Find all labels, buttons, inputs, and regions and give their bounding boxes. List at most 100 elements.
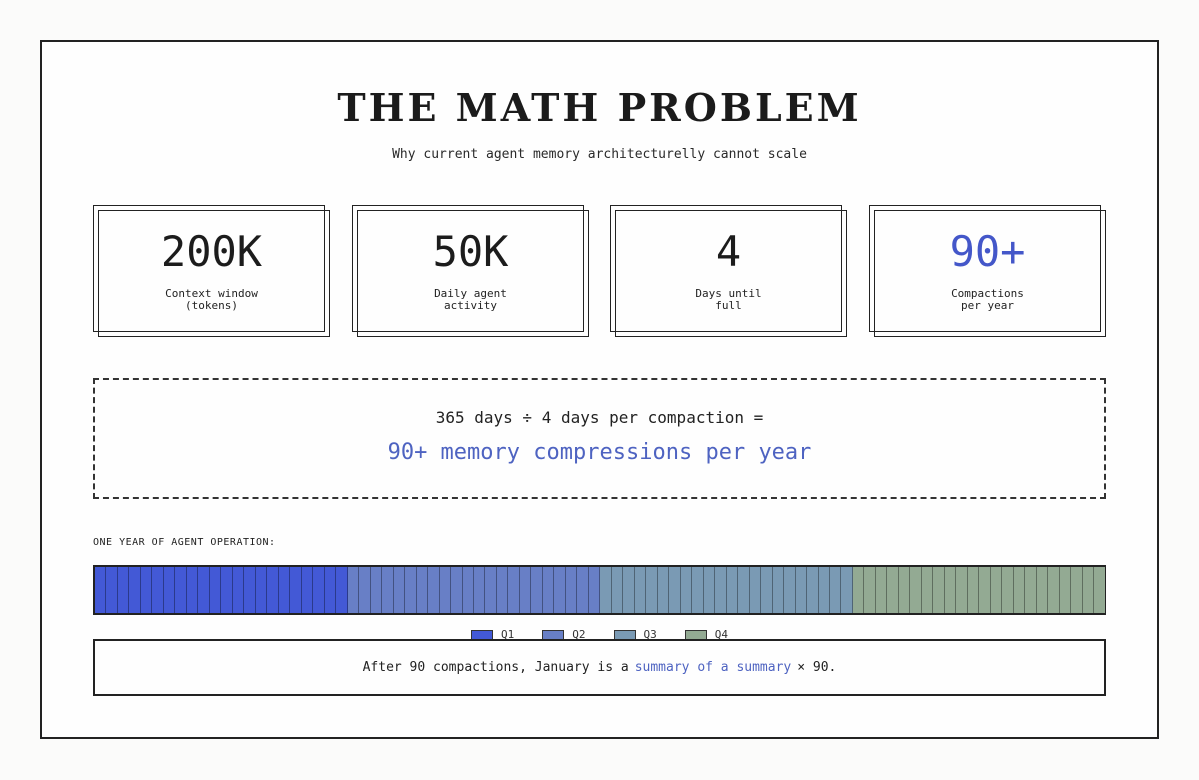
timeline-segment bbox=[451, 567, 463, 613]
main-frame bbox=[40, 40, 1159, 739]
note-text: After 90 compactions, January is a bbox=[362, 660, 629, 675]
legend-label: Q4 bbox=[714, 628, 728, 641]
timeline-segment bbox=[841, 567, 853, 613]
timeline-segment bbox=[830, 567, 842, 613]
timeline-segment bbox=[152, 567, 164, 613]
timeline-segment bbox=[1048, 567, 1060, 613]
timeline-segment bbox=[898, 567, 911, 613]
timeline-segment bbox=[267, 567, 279, 613]
timeline-segment bbox=[864, 567, 876, 613]
timeline-segment bbox=[439, 567, 452, 613]
timeline-segment bbox=[1025, 567, 1037, 613]
timeline-segment bbox=[198, 567, 210, 613]
note-highlight: summary of a summary bbox=[634, 660, 792, 675]
stat-value: 90+ bbox=[949, 227, 1026, 276]
timeline-segment bbox=[1094, 567, 1105, 613]
timeline-segment bbox=[485, 567, 497, 613]
timeline-segment bbox=[565, 567, 578, 613]
timeline-segment bbox=[140, 567, 153, 613]
timeline-segment bbox=[1013, 567, 1026, 613]
timeline-segment bbox=[795, 567, 808, 613]
timeline-segment bbox=[1036, 567, 1049, 613]
timeline-segment bbox=[726, 567, 739, 613]
quarter-legend: Q1 Q2 Q3 Q4 bbox=[0, 628, 1199, 641]
legend-swatch bbox=[684, 629, 707, 640]
formula-equation: 365 days ÷ 4 days per compaction = bbox=[435, 408, 764, 427]
timeline-segment bbox=[255, 567, 268, 613]
timeline-segment bbox=[301, 567, 314, 613]
timeline-segment bbox=[405, 567, 417, 613]
timeline-segment bbox=[588, 567, 601, 613]
timeline-segment bbox=[990, 567, 1003, 613]
timeline-segment bbox=[772, 567, 785, 613]
legend-swatch bbox=[471, 629, 493, 640]
timeline-segment bbox=[910, 567, 922, 613]
timeline-segment bbox=[600, 567, 612, 613]
timeline-segment bbox=[611, 567, 624, 613]
stat-label: Context window (tokens) bbox=[165, 287, 258, 312]
timeline-segment bbox=[703, 567, 716, 613]
year-bar-label: ONE YEAR OF AGENT OPERATION: bbox=[93, 537, 276, 548]
legend-label: Q3 bbox=[643, 628, 657, 641]
timeline-segment bbox=[347, 567, 360, 613]
timeline-segment bbox=[1082, 567, 1095, 613]
timeline-segment bbox=[313, 567, 325, 613]
formula-box: 365 days ÷ 4 days per compaction = 90+ m… bbox=[93, 378, 1106, 499]
timeline-segment bbox=[749, 567, 762, 613]
legend-swatch bbox=[542, 629, 565, 640]
timeline-segment bbox=[290, 567, 302, 613]
timeline-segment bbox=[921, 567, 934, 613]
timeline-segment bbox=[1002, 567, 1014, 613]
formula-result: 90+ memory compressions per year bbox=[387, 440, 812, 465]
timeline-segment bbox=[887, 567, 899, 613]
stat-value: 50K bbox=[432, 227, 509, 276]
timeline-segment bbox=[336, 567, 348, 613]
timeline-segment bbox=[428, 567, 440, 613]
timeline-segment bbox=[278, 567, 291, 613]
timeline-segment bbox=[967, 567, 980, 613]
timeline-segment bbox=[416, 567, 429, 613]
timeline-segment bbox=[370, 567, 383, 613]
timeline-segment bbox=[933, 567, 945, 613]
stat-label: Daily agent activity bbox=[434, 287, 507, 312]
stat-value: 200K bbox=[160, 227, 263, 276]
timeline-segment bbox=[359, 567, 371, 613]
timeline-segment bbox=[715, 567, 727, 613]
timeline-segment bbox=[129, 567, 141, 613]
timeline-segment bbox=[462, 567, 474, 613]
stat-value: 4 bbox=[715, 227, 742, 276]
timeline-segment bbox=[221, 567, 233, 613]
stat-label: Compactions per year bbox=[951, 287, 1024, 312]
year-timeline-bar bbox=[93, 565, 1106, 615]
timeline-segment bbox=[95, 567, 107, 613]
timeline-segment bbox=[106, 567, 118, 613]
timeline-segment bbox=[956, 567, 968, 613]
stat-label: Days until full bbox=[695, 287, 762, 312]
timeline-segment bbox=[875, 567, 888, 613]
timeline-segment bbox=[473, 567, 486, 613]
timeline-segment bbox=[519, 567, 532, 613]
timeline-segment bbox=[554, 567, 566, 613]
stat-card-daily-activity: 50K Daily agent activity bbox=[352, 205, 589, 337]
timeline-segment bbox=[382, 567, 394, 613]
legend-label: Q2 bbox=[572, 628, 586, 641]
timeline-segment bbox=[784, 567, 796, 613]
timeline-segment bbox=[738, 567, 750, 613]
conclusion-note: After 90 compactions, January is a summa… bbox=[93, 639, 1106, 696]
timeline-segment bbox=[209, 567, 222, 613]
stat-card-context-window: 200K Context window (tokens) bbox=[93, 205, 330, 337]
timeline-segment bbox=[163, 567, 176, 613]
timeline-segment bbox=[542, 567, 555, 613]
timeline-segment bbox=[807, 567, 819, 613]
page-title: THE MATH PROBLEM bbox=[337, 85, 862, 130]
timeline-segment bbox=[496, 567, 509, 613]
timeline-segment bbox=[531, 567, 543, 613]
timeline-segment bbox=[646, 567, 658, 613]
legend-swatch bbox=[613, 629, 636, 640]
legend-label: Q1 bbox=[501, 628, 515, 641]
timeline-segment bbox=[944, 567, 957, 613]
timeline-segment bbox=[979, 567, 991, 613]
note-suffix: × 90. bbox=[797, 660, 837, 675]
timeline-segment bbox=[669, 567, 681, 613]
page-subtitle: Why current agent memory architecturelly… bbox=[392, 147, 807, 162]
